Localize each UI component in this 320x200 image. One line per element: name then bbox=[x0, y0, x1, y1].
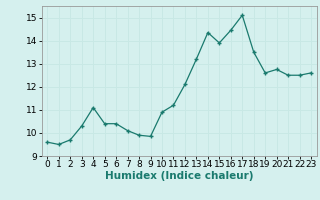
X-axis label: Humidex (Indice chaleur): Humidex (Indice chaleur) bbox=[105, 171, 253, 181]
